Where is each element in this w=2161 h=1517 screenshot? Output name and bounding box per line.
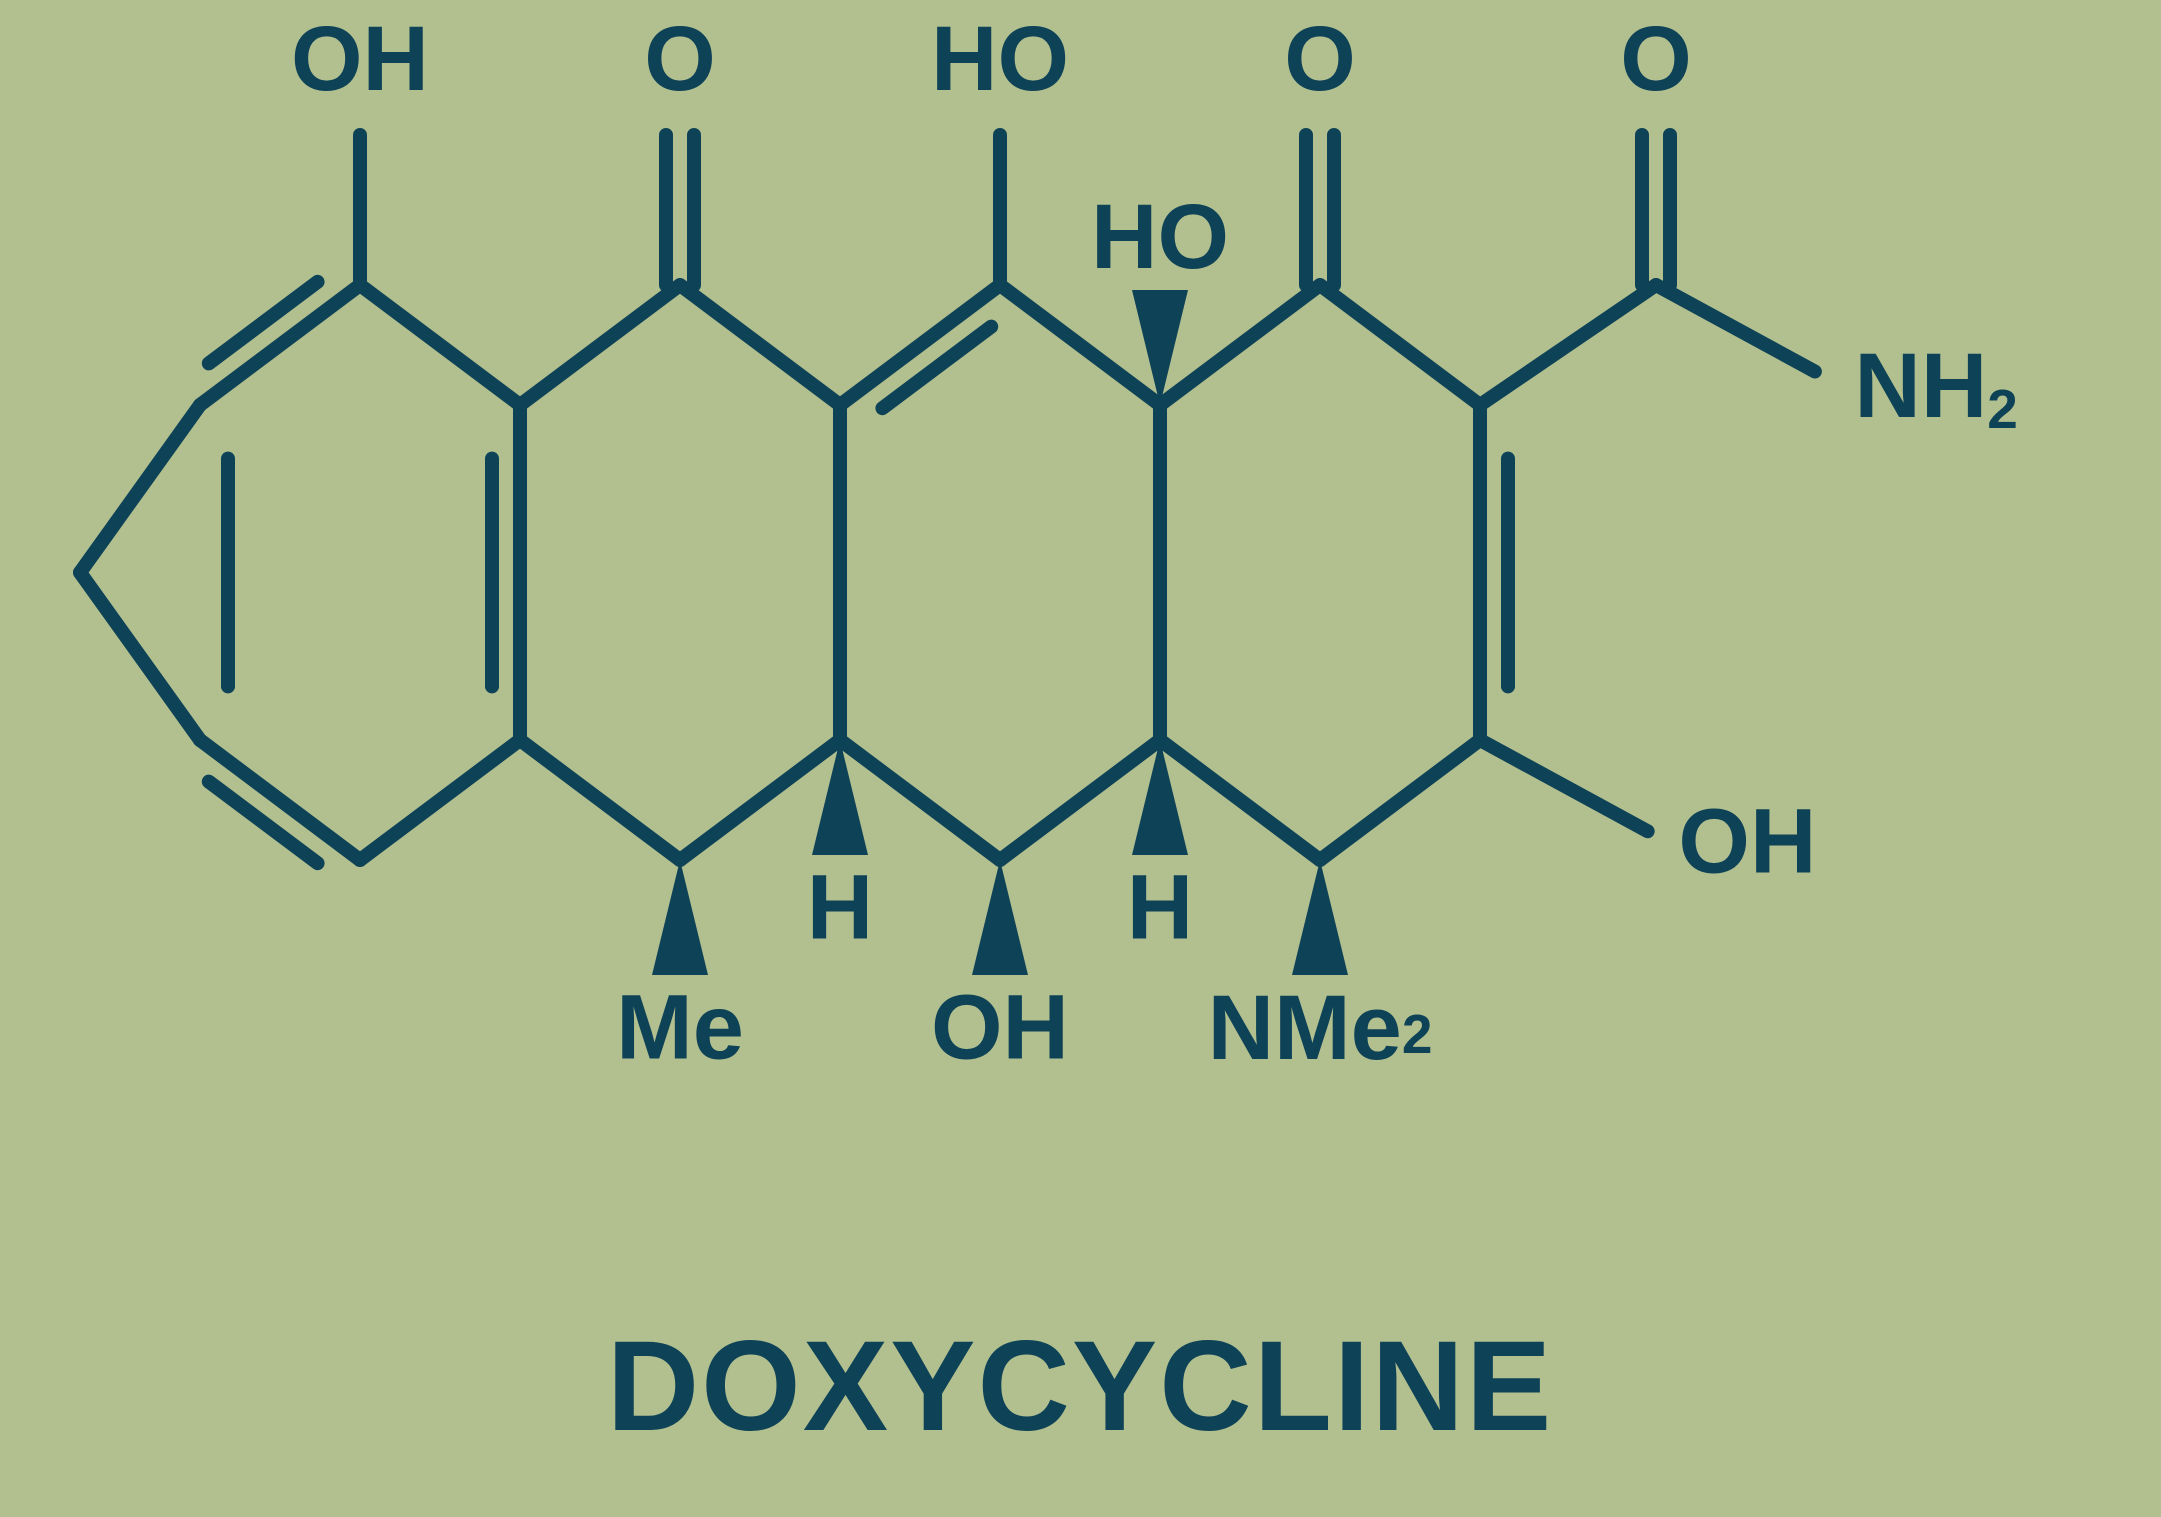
chemical-structure-diagram: OHOHOOONH2OHMeHOHHNMe2HODOXYCYCLINE — [0, 0, 2161, 1517]
atom-label-d_o: O — [1284, 8, 1356, 110]
atom-label-d_oh: OH — [1678, 790, 1816, 892]
atom-label-oh_bot: OH — [931, 977, 1069, 1079]
atom-label-c_ho: HO — [931, 8, 1069, 110]
atom-label-am_n: NH2 — [1854, 335, 2017, 439]
atom-label-me: Me — [616, 977, 744, 1079]
atom-label-h_c: H — [1127, 857, 1193, 959]
atom-label-a_oh: OH — [291, 8, 429, 110]
atom-label-am_o: O — [1620, 8, 1692, 110]
structure-svg: OHOHOOONH2OHMeHOHHNMe2HODOXYCYCLINE — [0, 0, 2161, 1517]
atom-label-h_b: H — [807, 857, 873, 959]
atom-label-b_o: O — [644, 8, 716, 110]
atom-label-ho_mid: HO — [1091, 186, 1229, 288]
atom-label-nme2: NMe2 — [1208, 977, 1433, 1079]
compound-title: DOXYCYCLINE — [607, 1315, 1554, 1458]
